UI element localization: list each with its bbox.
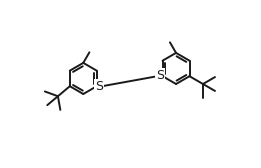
Text: S: S — [95, 80, 103, 93]
Text: S: S — [156, 69, 164, 82]
